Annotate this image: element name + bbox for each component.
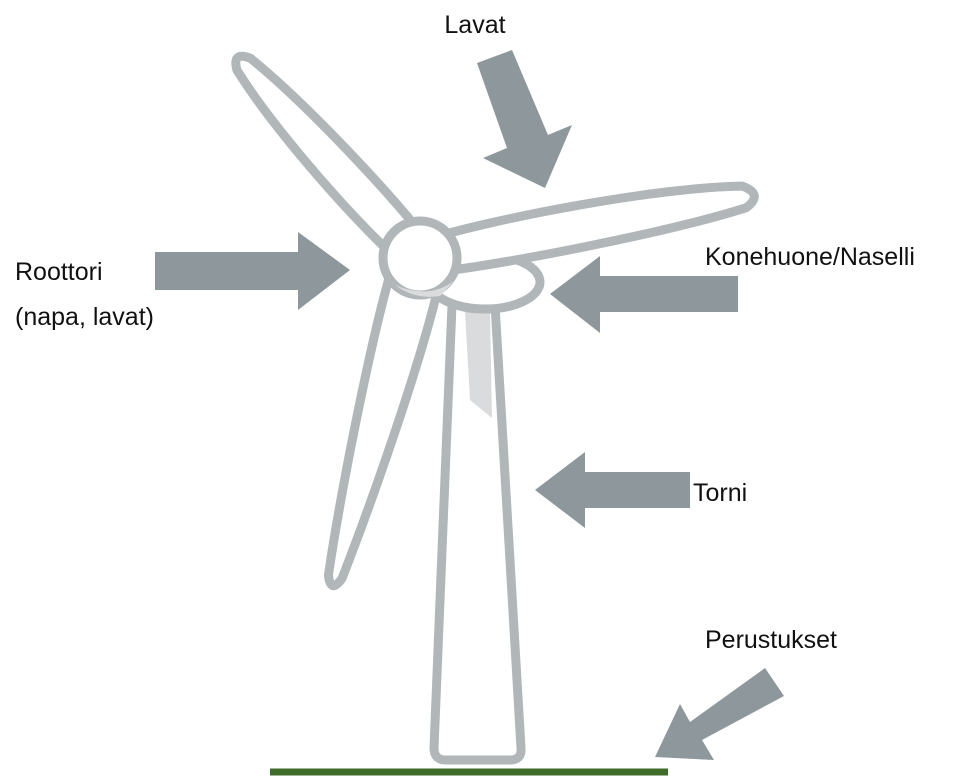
- label: Konehuone/Naselli: [705, 243, 915, 271]
- hub: [383, 221, 457, 295]
- label: Roottori: [15, 258, 103, 286]
- arrow: [477, 50, 572, 188]
- arrow: [655, 668, 784, 760]
- label: Torni: [693, 479, 747, 507]
- blade: [309, 252, 445, 593]
- label: (napa, lavat): [15, 303, 154, 331]
- diagram: Lavat Roottori (napa, lavat) Konehuone/N…: [0, 0, 966, 779]
- label: Lavat: [444, 11, 505, 39]
- label: Perustukset: [705, 626, 837, 654]
- arrow: [155, 232, 350, 310]
- arrow: [535, 452, 690, 528]
